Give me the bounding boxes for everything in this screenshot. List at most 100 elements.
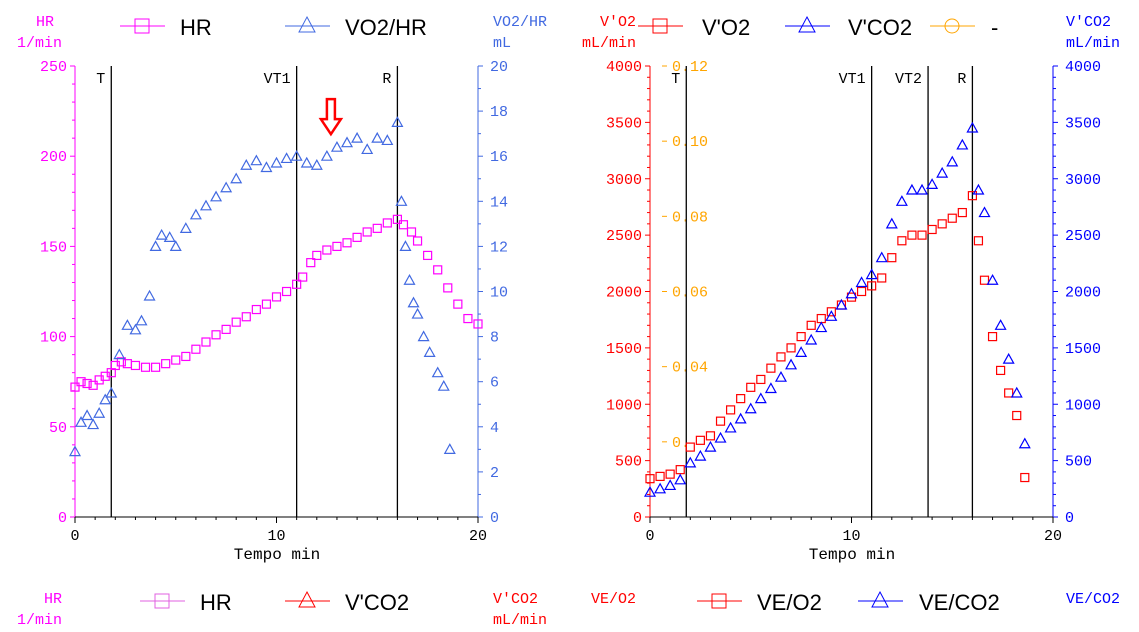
point-vo2 <box>746 382 756 392</box>
point-hr <box>342 238 352 248</box>
point-vo2 <box>979 275 990 285</box>
point-vco2 <box>724 421 737 433</box>
point-vo2hr <box>81 409 94 421</box>
chart2-mid-ticks: 0. 0.04 0.06 0.08 0.10 0.12 <box>662 59 708 452</box>
point-vco2 <box>805 333 818 345</box>
chart1-left-axis-title-line1: HR <box>36 14 54 31</box>
point-hr <box>306 258 316 268</box>
point-vco2 <box>764 382 777 394</box>
chart2-left-axis-title-line2: mL/min <box>582 35 636 52</box>
point-vco2 <box>835 298 848 310</box>
point-vo2 <box>756 374 766 385</box>
point-vo2 <box>736 394 746 404</box>
chart1-right-ticks: 0 2 4 6 8 10 12 14 16 18 20 <box>478 59 508 527</box>
point-vo2hr <box>163 231 176 242</box>
point-vo2 <box>967 191 978 201</box>
point-vo2hr <box>403 273 416 285</box>
left-tick-label: 250 <box>40 59 67 76</box>
left-tick-label: 1500 <box>606 341 642 358</box>
point-hr <box>161 359 171 369</box>
point-vo2hr <box>437 379 450 391</box>
legend-label-hr: HR <box>180 15 212 40</box>
right-tick-label: 16 <box>490 149 508 166</box>
point-vo2hr <box>230 172 243 184</box>
bottom-legend-label-vco2: V'CO2 <box>345 590 409 615</box>
point-vo2 <box>796 332 806 342</box>
point-vo2hr <box>300 156 313 168</box>
bottom-legend: HR 1/min HR V'CO2 V'CO2 mL/min VE/O2 VE/… <box>17 590 1120 629</box>
right-tick-label: 6 <box>490 375 499 392</box>
point-vo2hr <box>417 330 430 342</box>
point-hr <box>88 380 98 390</box>
point-vo2 <box>665 469 675 479</box>
point-hr <box>116 357 126 367</box>
point-vco2 <box>1010 386 1023 398</box>
bottom-legend-label-veo2: VE/O2 <box>757 590 822 615</box>
point-vo2hr <box>260 161 273 173</box>
point-vco2 <box>865 268 878 280</box>
chart1-series <box>68 116 483 457</box>
point-vo2hr <box>99 393 112 405</box>
left-tick-label: 0 <box>58 510 67 527</box>
point-vo2hr <box>351 131 364 143</box>
right-tick-label: 500 <box>1065 454 1092 471</box>
point-vco2 <box>972 183 985 195</box>
legend-label-dash: - <box>991 15 998 40</box>
point-vo2hr <box>361 143 374 155</box>
point-hr <box>82 378 92 389</box>
point-vo2hr <box>399 240 412 251</box>
point-vo2hr <box>169 240 182 251</box>
down-arrow-icon <box>318 97 344 137</box>
marker-label-t: T <box>96 71 105 88</box>
point-hr <box>398 220 409 230</box>
right-tick-label: 2500 <box>1065 228 1101 245</box>
point-hr <box>332 241 342 251</box>
chart1-right-axis-title-line2: mL <box>493 35 511 52</box>
right-tick-label: 18 <box>490 104 508 121</box>
point-vco2 <box>704 440 717 452</box>
chart2-right-ticks: 0 500 1000 1500 2000 2500 3000 3500 4000 <box>1053 59 1101 527</box>
point-vco2 <box>875 251 888 263</box>
point-hr <box>122 359 132 369</box>
bottom-center-axis-title: VE/O2 <box>591 591 636 608</box>
point-hr <box>241 312 251 322</box>
left-tick-label: 2500 <box>606 228 642 245</box>
right-tick-label: 12 <box>490 239 508 256</box>
point-vo2 <box>1012 410 1022 421</box>
point-vo2 <box>695 435 705 445</box>
point-hr <box>151 362 161 372</box>
point-vo2hr <box>280 152 293 164</box>
point-hr <box>211 330 221 340</box>
chart2-right-axis-title-line1: V'CO2 <box>1066 14 1111 31</box>
right-tick-label: 20 <box>490 59 508 76</box>
point-vo2 <box>887 253 897 263</box>
bottom-legend-label-veco2: VE/CO2 <box>919 590 1000 615</box>
mid-tick-label: 0.04 <box>672 360 708 377</box>
right-tick-label: 3500 <box>1065 115 1101 132</box>
point-vo2hr <box>135 314 148 326</box>
point-vco2 <box>815 321 828 333</box>
point-vo2 <box>1004 388 1014 398</box>
x-tick-label: 10 <box>267 528 285 545</box>
marker-label-r: R <box>957 71 966 88</box>
chart2-left-ticks: 0 500 1000 1500 2000 2500 3000 3500 4000 <box>606 59 650 527</box>
chart2-left-axis-title-line1: V'O2 <box>600 14 636 31</box>
point-vo2 <box>675 465 685 475</box>
point-vo2hr <box>68 445 82 457</box>
point-vo2 <box>786 343 796 353</box>
point-vo2hr <box>320 149 333 161</box>
annotation-arrow <box>318 97 344 137</box>
point-hr <box>352 232 362 242</box>
point-vo2hr <box>149 240 162 251</box>
point-vco2 <box>956 138 969 150</box>
point-vo2 <box>897 236 907 246</box>
point-hr <box>140 362 151 372</box>
chart-1: HR VO2/HR HR 1/min VO2/HR mL 05010015020… <box>17 14 547 564</box>
right-tick-label: 2000 <box>1065 285 1101 302</box>
point-hr <box>191 344 201 354</box>
point-vo2hr <box>431 366 444 378</box>
point-hr <box>443 283 453 293</box>
point-vco2 <box>1002 352 1015 364</box>
point-vo2hr <box>199 199 212 211</box>
mid-tick-label: 0.06 <box>672 285 708 302</box>
